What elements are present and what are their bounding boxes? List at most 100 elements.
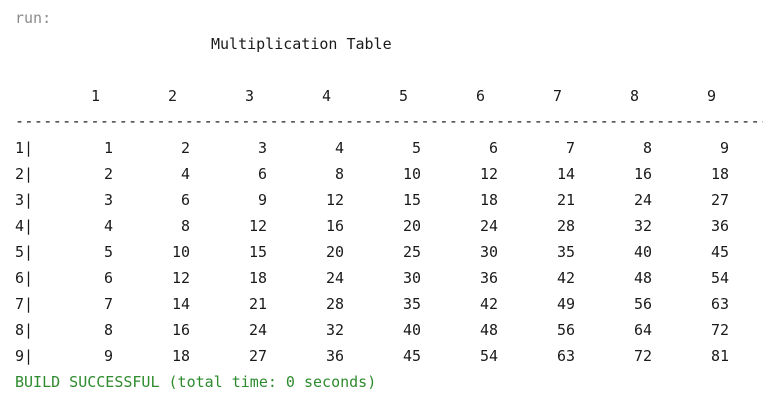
table-cell: 45	[710, 243, 729, 261]
table-cell: 6	[257, 165, 267, 183]
header-cell: 1	[90, 87, 100, 105]
table-cell: 4	[334, 139, 344, 157]
table-cell: 48	[633, 269, 652, 287]
table-cell: 16	[171, 321, 190, 339]
table-cell: 15	[248, 243, 267, 261]
table-cell: 20	[325, 243, 344, 261]
row-label: 7|	[15, 295, 34, 313]
header-cell: 6	[475, 87, 485, 105]
header-cell: 9	[706, 87, 716, 105]
table-cell: 27	[248, 347, 267, 365]
table-cell: 12	[171, 269, 190, 287]
table-cell: 21	[248, 295, 267, 313]
table-cell: 8	[180, 217, 190, 235]
table-cell: 64	[633, 321, 652, 339]
table-cell: 35	[556, 243, 575, 261]
run-label: run:	[15, 9, 52, 27]
table-cell: 8	[642, 139, 652, 157]
table-cell: 36	[710, 217, 729, 235]
header-cell: 5	[398, 87, 408, 105]
table-cell: 25	[402, 243, 421, 261]
table-cell: 5	[103, 243, 113, 261]
build-status: BUILD SUCCESSFUL (total time: 0 seconds)	[15, 373, 377, 391]
table-cell: 14	[171, 295, 190, 313]
table-cell: 14	[556, 165, 575, 183]
table-cell: 9	[103, 347, 113, 365]
table-cell: 36	[479, 269, 498, 287]
row-label: 4|	[15, 217, 34, 235]
header-cell: 2	[167, 87, 177, 105]
table-cell: 16	[633, 165, 652, 183]
table-cell: 30	[479, 243, 498, 261]
table-cell: 12	[479, 165, 498, 183]
table-cell: 45	[402, 347, 421, 365]
table-cell: 40	[633, 243, 652, 261]
table-cell: 7	[103, 295, 113, 313]
table-cell: 28	[556, 217, 575, 235]
table-cell: 18	[248, 269, 267, 287]
table-cell: 12	[325, 191, 344, 209]
table-cell: 72	[710, 321, 729, 339]
table-cell: 28	[325, 295, 344, 313]
table-cell: 20	[402, 217, 421, 235]
table-cell: 4	[103, 217, 113, 235]
table-cell: 2	[180, 139, 190, 157]
table-cell: 21	[556, 191, 575, 209]
table-cell: 24	[479, 217, 498, 235]
table-cell: 3	[257, 139, 267, 157]
row-label: 9|	[15, 347, 34, 365]
table-cell: 18	[171, 347, 190, 365]
table-cell: 81	[710, 347, 729, 365]
table-cell: 8	[334, 165, 344, 183]
table-cell: 42	[479, 295, 498, 313]
table-cell: 9	[719, 139, 729, 157]
table-cell: 18	[479, 191, 498, 209]
header-cell: 3	[244, 87, 254, 105]
table-cell: 12	[248, 217, 267, 235]
table-cell: 63	[710, 295, 729, 313]
table-title: Multiplication Table	[211, 35, 392, 53]
separator-line: ----------------------------------------…	[15, 112, 763, 130]
table-cell: 10	[402, 165, 421, 183]
table-cell: 6	[488, 139, 498, 157]
table-cell: 6	[180, 191, 190, 209]
row-label: 3|	[15, 191, 34, 209]
table-cell: 1	[103, 139, 113, 157]
table-cell: 56	[556, 321, 575, 339]
row-label: 2|	[15, 165, 34, 183]
table-cell: 54	[479, 347, 498, 365]
table-cell: 4	[180, 165, 190, 183]
table-cell: 42	[556, 269, 575, 287]
header-cell: 7	[552, 87, 562, 105]
header-cell: 8	[629, 87, 639, 105]
table-cell: 32	[633, 217, 652, 235]
table-cell: 24	[325, 269, 344, 287]
table-cell: 36	[325, 347, 344, 365]
row-label: 5|	[15, 243, 34, 261]
table-cell: 9	[257, 191, 267, 209]
row-label: 1|	[15, 139, 34, 157]
table-cell: 10	[171, 243, 190, 261]
table-cell: 27	[710, 191, 729, 209]
table-cell: 3	[103, 191, 113, 209]
table-cell: 48	[479, 321, 498, 339]
table-cell: 6	[103, 269, 113, 287]
table-cell: 5	[411, 139, 421, 157]
table-cell: 24	[633, 191, 652, 209]
row-label: 8|	[15, 321, 34, 339]
table-cell: 15	[402, 191, 421, 209]
table-cell: 30	[402, 269, 421, 287]
table-cell: 7	[565, 139, 575, 157]
table-cell: 40	[402, 321, 421, 339]
table-cell: 56	[633, 295, 652, 313]
table-cell: 16	[325, 217, 344, 235]
table-cell: 18	[710, 165, 729, 183]
table-cell: 49	[556, 295, 575, 313]
table-cell: 24	[248, 321, 267, 339]
header-cell: 4	[321, 87, 331, 105]
table-cell: 63	[556, 347, 575, 365]
table-cell: 2	[103, 165, 113, 183]
table-cell: 32	[325, 321, 344, 339]
table-cell: 54	[710, 269, 729, 287]
table-cell: 8	[103, 321, 113, 339]
